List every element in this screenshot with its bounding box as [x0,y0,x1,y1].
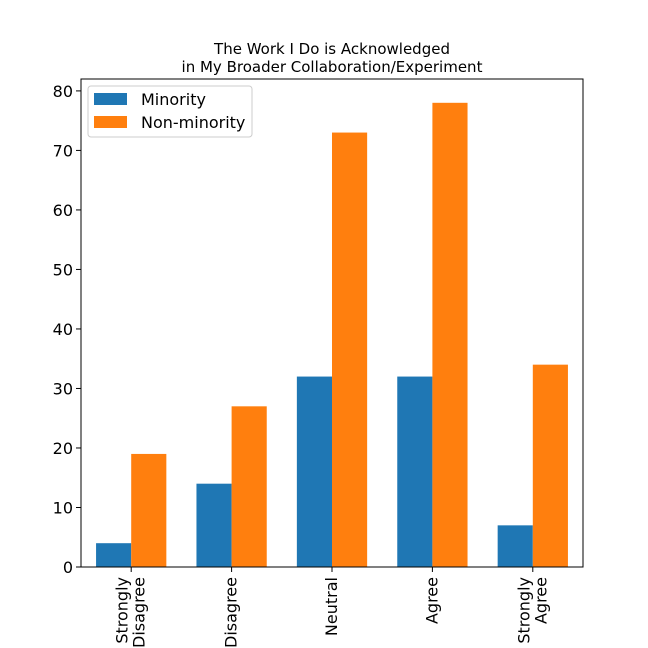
y-tick-label-30: 30 [53,379,73,398]
bar-non-minority-1 [231,406,267,567]
x-tick-label-3: Agree [422,577,441,624]
bar-minority-1 [196,483,232,567]
x-tick-label-2: Neutral [322,577,341,636]
y-tick-label-60: 60 [53,201,73,220]
y-tick-label-80: 80 [53,82,73,101]
bar-minority-2 [296,376,332,567]
bar-minority-4 [497,525,533,567]
legend-swatch-minority [94,93,127,105]
legend-box [87,85,253,138]
chart-title-line-1: The Work I Do is Acknowledged [213,40,450,58]
x-tick-label-1: Disagree [222,577,241,648]
y-tick-label-50: 50 [53,260,73,279]
bar-minority-0 [96,543,132,567]
x-tick-label-4: StronglyAgree [514,577,550,644]
bars-group [96,102,568,568]
y-tick-label-10: 10 [53,498,73,517]
bar-non-minority-2 [332,132,368,567]
y-tick-label-40: 40 [53,320,73,339]
axes-group: 0 10 20 30 40 50 60 70 80 StronglyDisagree Disagre… [53,78,584,648]
legend-swatch-non-minority [94,116,127,128]
bar-non-minority-0 [131,453,167,567]
legend: Minority Non-minority [87,85,253,138]
bar-non-minority-4 [532,364,568,567]
chart-title-line-2: in My Broader Collaboration/Experiment [182,58,483,76]
legend-label-non-minority: Non-minority [141,113,245,132]
y-tick-label-70: 70 [53,141,73,160]
bar-non-minority-3 [432,102,468,568]
y-tick-label-0: 0 [63,558,73,577]
bar-minority-3 [397,376,433,567]
x-tick-label-0: StronglyDisagree [113,577,149,648]
legend-label-minority: Minority [141,90,206,109]
y-tick-label-20: 20 [53,439,73,458]
